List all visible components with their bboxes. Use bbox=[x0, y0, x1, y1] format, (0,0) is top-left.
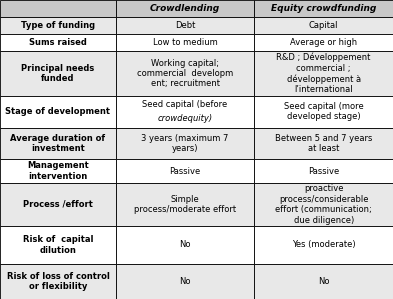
Bar bbox=[116, 226, 254, 264]
Text: Type of funding: Type of funding bbox=[21, 21, 95, 30]
Text: 3 years (maximum 7
years): 3 years (maximum 7 years) bbox=[141, 134, 229, 153]
Text: Average or high: Average or high bbox=[290, 38, 357, 47]
Bar bbox=[0, 17, 116, 34]
Text: Debt: Debt bbox=[175, 21, 195, 30]
Bar bbox=[254, 34, 393, 51]
Bar bbox=[116, 159, 254, 183]
Text: R&D ; Développement
commercial ;
développement à
l’international: R&D ; Développement commercial ; dévelop… bbox=[276, 53, 371, 94]
Bar bbox=[116, 96, 254, 128]
Bar bbox=[0, 51, 116, 96]
Bar bbox=[116, 51, 254, 96]
Bar bbox=[0, 0, 116, 17]
Bar bbox=[116, 264, 254, 299]
Bar bbox=[254, 128, 393, 159]
Text: Seed capital (more
developed stage): Seed capital (more developed stage) bbox=[284, 102, 364, 121]
Text: No: No bbox=[318, 277, 329, 286]
Bar bbox=[116, 17, 254, 34]
Text: Simple
process/moderate effort: Simple process/moderate effort bbox=[134, 195, 236, 214]
Bar bbox=[0, 128, 116, 159]
Text: Risk of  capital
dilution: Risk of capital dilution bbox=[23, 235, 93, 255]
Bar bbox=[254, 159, 393, 183]
Text: Yes (moderate): Yes (moderate) bbox=[292, 240, 355, 249]
Text: No: No bbox=[179, 277, 191, 286]
Bar bbox=[116, 0, 254, 17]
Bar bbox=[254, 264, 393, 299]
Bar bbox=[0, 96, 116, 128]
Text: proactive
process/considerable
effort (communication;
due diligence): proactive process/considerable effort (c… bbox=[275, 184, 372, 225]
Text: Average duration of
investment: Average duration of investment bbox=[10, 134, 106, 153]
Text: Passive: Passive bbox=[308, 167, 339, 176]
Bar bbox=[254, 51, 393, 96]
Text: No: No bbox=[179, 240, 191, 249]
Bar bbox=[0, 226, 116, 264]
Text: Between 5 and 7 years
at least: Between 5 and 7 years at least bbox=[275, 134, 372, 153]
Bar bbox=[116, 34, 254, 51]
Text: Working capital;
commercial  developm
ent; recruitment: Working capital; commercial developm ent… bbox=[137, 59, 233, 88]
Bar bbox=[0, 183, 116, 226]
Text: crowdequity): crowdequity) bbox=[158, 114, 213, 123]
Bar bbox=[254, 183, 393, 226]
Text: Risk of loss of control
or flexibility: Risk of loss of control or flexibility bbox=[7, 272, 109, 291]
Bar bbox=[254, 96, 393, 128]
Text: Equity crowdfunding: Equity crowdfunding bbox=[271, 4, 376, 13]
Bar bbox=[0, 159, 116, 183]
Text: Seed capital (before: Seed capital (before bbox=[143, 100, 228, 109]
Bar bbox=[254, 17, 393, 34]
Text: Process /effort: Process /effort bbox=[23, 200, 93, 209]
Text: Low to medium: Low to medium bbox=[153, 38, 217, 47]
Text: Management
intervention: Management intervention bbox=[27, 161, 89, 181]
Text: Capital: Capital bbox=[309, 21, 338, 30]
Bar bbox=[116, 183, 254, 226]
Text: Crowdlending: Crowdlending bbox=[150, 4, 220, 13]
Bar bbox=[254, 0, 393, 17]
Text: Sums raised: Sums raised bbox=[29, 38, 87, 47]
Bar bbox=[0, 264, 116, 299]
Text: Passive: Passive bbox=[169, 167, 201, 176]
Bar bbox=[254, 226, 393, 264]
Bar bbox=[116, 128, 254, 159]
Text: Stage of development: Stage of development bbox=[6, 107, 110, 116]
Bar bbox=[0, 34, 116, 51]
Text: Principal needs
funded: Principal needs funded bbox=[21, 64, 95, 83]
